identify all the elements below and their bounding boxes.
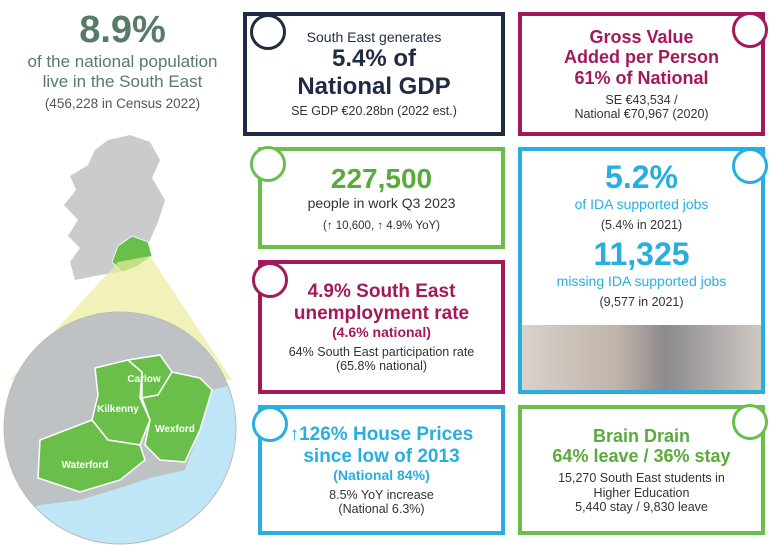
card-text: 15,270 South East students in [558, 471, 725, 486]
card-value: since low of 2013 [303, 445, 460, 467]
zoom-circle [3, 311, 237, 545]
card-text: (5.4% in 2021) [600, 217, 683, 232]
unemployment-card: 4.9% South East unemployment rate (4.6% … [258, 260, 505, 394]
house-price-card: ↑126% House Prices since low of 2013 (Na… [258, 405, 505, 535]
card-text: people in work Q3 2023 [307, 195, 456, 212]
gva-card: Gross Value Added per Person 61% of Nati… [518, 12, 765, 136]
card-text: (65.8% national) [335, 358, 428, 373]
brain-drain-card: Brain Drain 64% leave / 36% stay 15,270 … [518, 405, 765, 535]
card-value: unemployment rate [293, 302, 470, 324]
card-text: (↑ 10,600, ↑ 4.9% YoY) [323, 219, 440, 232]
population-block: 8.9% of the national population live in … [0, 8, 245, 116]
map: Carlow Kilkenny Wexford Waterford [3, 135, 237, 545]
card-text: National €70,967 (2020) [574, 107, 709, 122]
card-value: 5.2% [605, 159, 678, 195]
icon [252, 406, 288, 442]
card-value: ↑126% House Prices [289, 423, 474, 445]
card-text: missing IDA supported jobs [556, 273, 727, 290]
card-value: Added per Person [563, 47, 720, 68]
card-text: South East generates [306, 29, 442, 46]
waterford [37, 419, 146, 493]
card-text: SE €43,534 / [605, 92, 678, 107]
icon [732, 148, 768, 184]
card-text: (National 84%) [333, 467, 430, 484]
gdp-card: South East generates 5.4% of National GD… [243, 12, 505, 136]
card-value: 64% leave / 36% stay [552, 446, 731, 467]
card-value: 11,325 [593, 236, 690, 273]
headline: 8.9% [79, 9, 166, 51]
icon [732, 404, 768, 440]
card-value: National GDP [297, 72, 451, 100]
card-text: Higher Education [593, 485, 690, 500]
card-text: SE GDP €20.28bn (2022 est.) [291, 104, 457, 119]
card-text: 5,440 stay / 9,830 leave [575, 499, 708, 514]
wexford [140, 371, 213, 463]
card-value: 61% of National [574, 67, 709, 88]
icon [250, 146, 286, 182]
card-value: 4.9% South East [307, 280, 456, 302]
card-value: 5.4% of [331, 45, 417, 73]
card-value: Gross Value [589, 26, 694, 47]
card-value: 227,500 [330, 163, 433, 195]
ida-card: 5.2% of IDA supported jobs (5.4% in 2021… [518, 147, 765, 394]
county-label: Waterford [62, 460, 109, 471]
county-label: Kilkenny [97, 404, 139, 415]
headline-text: live in the South East [42, 72, 203, 91]
icon [252, 262, 288, 298]
headline-text: of the national population [27, 52, 218, 71]
employment-card: 227,500 people in work Q3 2023 (↑ 10,600… [258, 147, 505, 249]
card-text: (4.6% national) [332, 324, 431, 341]
county-label: Carlow [127, 374, 161, 385]
sea [4, 380, 236, 544]
county-label: Wexford [155, 424, 195, 435]
card-text: 8.5% YoY increase [329, 487, 434, 502]
card-text: of IDA supported jobs [574, 195, 709, 212]
icon [732, 12, 768, 48]
card-text: (9,577 in 2021) [599, 295, 684, 310]
icon [250, 14, 286, 50]
headline-note: (456,228 in Census 2022) [44, 96, 201, 111]
card-text: 64% South East participation rate [288, 344, 475, 359]
card-value: Brain Drain [592, 425, 691, 446]
card-text: (National 6.3%) [338, 501, 425, 516]
